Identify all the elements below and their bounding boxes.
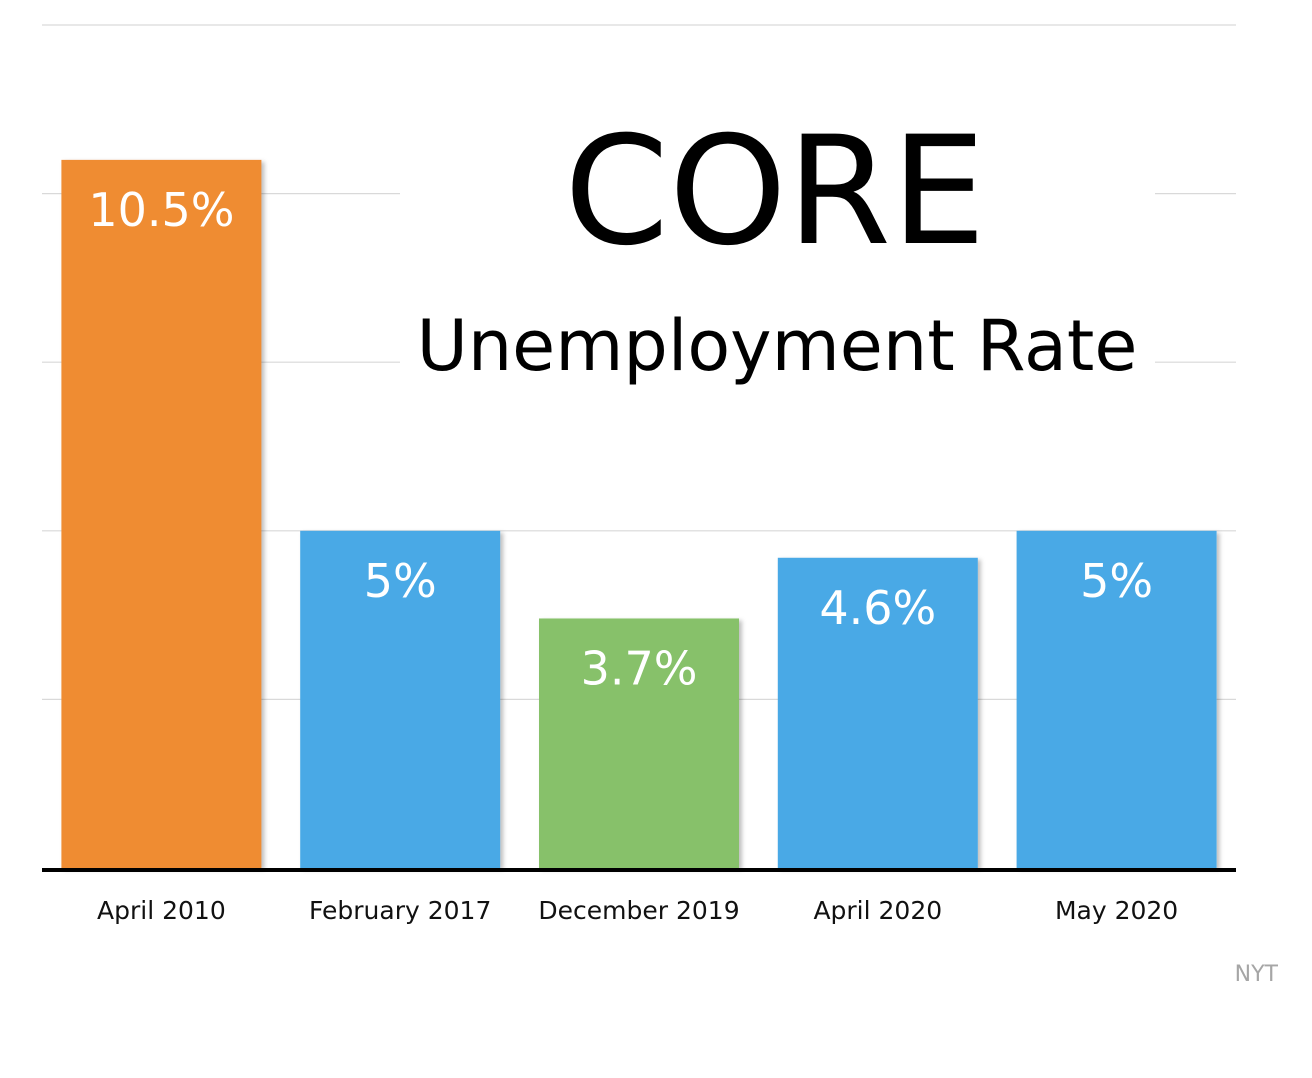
value-label-1: 5% xyxy=(364,554,437,608)
bar-3 xyxy=(777,557,978,868)
bar-0 xyxy=(61,159,262,868)
category-label-0: April 2010 xyxy=(97,896,226,925)
title-backdrop xyxy=(400,100,1155,400)
bar-4 xyxy=(1016,530,1217,868)
category-label-4: May 2020 xyxy=(1055,896,1178,925)
category-label-3: April 2020 xyxy=(813,896,942,925)
bar-2 xyxy=(539,618,739,868)
chart-subtitle: Unemployment Rate xyxy=(417,305,1138,387)
bars: 10.5% 5% 3.7% 4.6% 5% xyxy=(61,159,1217,868)
source-label: NYT xyxy=(1234,962,1278,987)
category-label-2: December 2019 xyxy=(538,896,739,925)
value-label-2: 3.7% xyxy=(581,641,698,695)
bar-1 xyxy=(300,530,501,868)
value-label-4: 5% xyxy=(1080,554,1153,608)
value-label-0: 10.5% xyxy=(88,183,234,237)
chart-title: CORE xyxy=(564,105,986,279)
category-labels: April 2010 February 2017 December 2019 Apri… xyxy=(97,896,1178,925)
category-label-1: February 2017 xyxy=(309,896,491,925)
value-label-3: 4.6% xyxy=(819,581,936,635)
